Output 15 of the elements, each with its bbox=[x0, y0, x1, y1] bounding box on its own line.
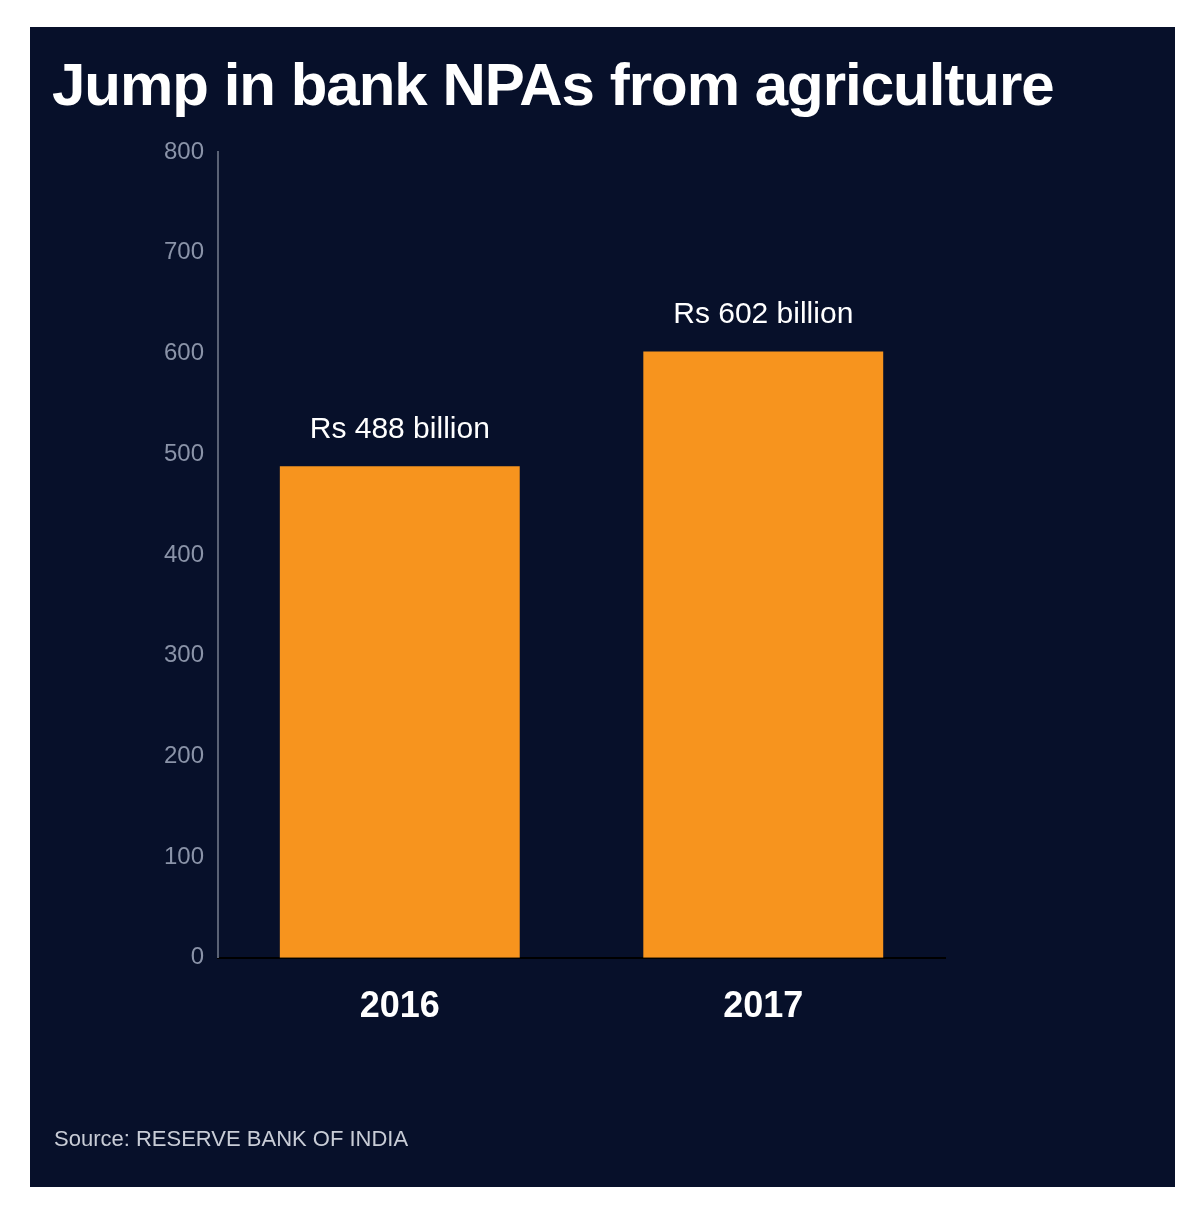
chart-title: Jump in bank NPAs from agriculture bbox=[52, 50, 1054, 119]
y-tick-label: 800 bbox=[164, 136, 205, 164]
y-tick-label: 700 bbox=[164, 237, 205, 265]
y-tick-label: 0 bbox=[190, 942, 205, 970]
data-label: Rs 602 billion bbox=[673, 295, 854, 329]
y-tick-label: 100 bbox=[164, 841, 205, 869]
y-tick-label: 200 bbox=[164, 740, 205, 768]
y-tick-label: 300 bbox=[164, 640, 205, 668]
y-tick-label: 400 bbox=[164, 539, 205, 567]
y-tick-label: 500 bbox=[164, 438, 205, 466]
x-tick-label: 2016 bbox=[359, 984, 440, 1026]
data-label: Rs 488 billion bbox=[309, 410, 490, 444]
source-note: Source: RESERVE BANK OF INDIA bbox=[54, 1126, 409, 1152]
x-tick-label: 2017 bbox=[723, 984, 804, 1026]
y-tick-label: 600 bbox=[164, 338, 205, 366]
